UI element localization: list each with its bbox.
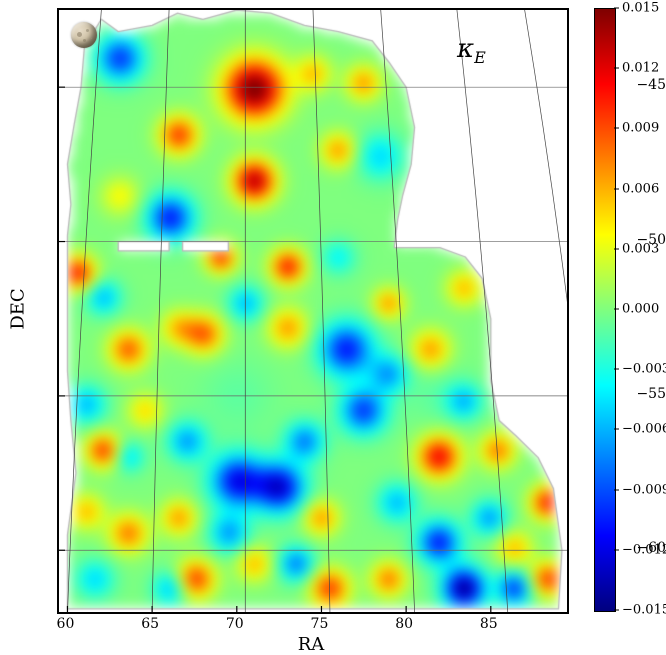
x-tick-label: 60	[57, 616, 75, 632]
colorbar-tick-mark	[614, 8, 619, 9]
colorbar-tick-mark	[614, 489, 619, 490]
x-tick-label: 70	[226, 616, 244, 632]
moon-icon	[71, 22, 97, 48]
x-tick-label: 65	[141, 616, 159, 632]
colorbar-tick-label: 0.006	[622, 181, 659, 196]
colorbar-tick-label: 0.003	[622, 241, 659, 256]
x-tick-label: 80	[395, 616, 413, 632]
colorbar-tick-mark	[614, 188, 619, 189]
colorbar-tick-label: −0.012	[622, 542, 666, 557]
colorbar-tick-label: 0.000	[622, 302, 659, 317]
y-tick-label: −45	[615, 77, 666, 93]
plot-area: κE	[57, 8, 569, 614]
colorbar-tick-mark	[614, 549, 619, 550]
figure-root: κE −45−50−55−60 606570758085 DEC RA 0.01…	[0, 0, 666, 652]
colorbar-tick-label: −0.009	[622, 482, 666, 497]
colorbar-tick-label: 0.009	[622, 121, 659, 136]
colorbar-tick-label: −0.006	[622, 422, 666, 437]
kappa-sub: E	[474, 48, 486, 67]
x-tick-label: 75	[311, 616, 329, 632]
heatmap-canvas	[59, 10, 567, 612]
colorbar-tick-mark	[614, 369, 619, 370]
colorbar-tick-label: 0.015	[622, 1, 659, 16]
kappa-label: κE	[457, 34, 486, 67]
colorbar-gradient	[595, 9, 615, 611]
colorbar-tick-label: −0.003	[622, 362, 666, 377]
y-axis-label: DEC	[8, 288, 29, 329]
y-tick-label: −55	[615, 386, 666, 402]
colorbar-tick-mark	[614, 429, 619, 430]
x-tick-label: 85	[480, 616, 498, 632]
colorbar-tick-mark	[614, 610, 619, 611]
colorbar-tick-mark	[614, 68, 619, 69]
colorbar-tick-mark	[614, 248, 619, 249]
kappa-symbol: κ	[457, 34, 474, 64]
colorbar	[594, 8, 616, 612]
colorbar-tick-mark	[614, 128, 619, 129]
colorbar-tick-mark	[614, 309, 619, 310]
colorbar-tick-label: −0.015	[622, 603, 666, 618]
colorbar-tick-label: 0.012	[622, 61, 659, 76]
